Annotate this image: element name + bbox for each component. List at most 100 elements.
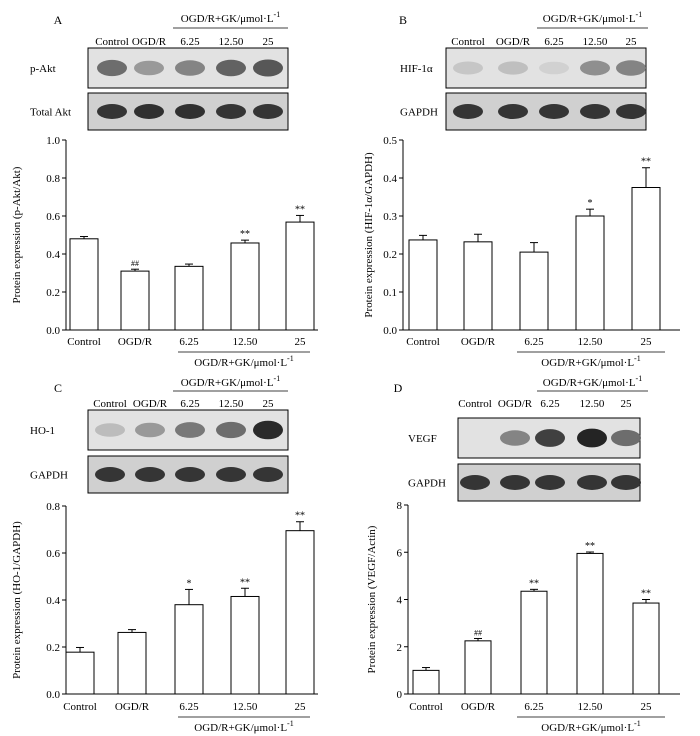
significance-mark: ** bbox=[641, 589, 651, 600]
y-axis-label: Protein expression (p-Akt/Akt) bbox=[11, 166, 23, 303]
significance-mark: ** bbox=[240, 229, 250, 240]
blot-band bbox=[95, 467, 125, 482]
y-tick-label: 0.0 bbox=[46, 325, 60, 337]
bar bbox=[519, 251, 549, 331]
bar bbox=[285, 530, 315, 695]
blot-row bbox=[445, 47, 647, 89]
blot-band bbox=[498, 104, 528, 119]
blot-band bbox=[616, 60, 646, 76]
blot-band bbox=[500, 475, 530, 490]
y-tick-label: 2 bbox=[397, 642, 403, 654]
blot-band bbox=[175, 60, 205, 76]
y-tick-label: 0.2 bbox=[46, 642, 60, 654]
blot-row bbox=[87, 409, 289, 451]
y-tick-label: 8 bbox=[397, 500, 403, 512]
x-tick-label: 6.25 bbox=[179, 701, 199, 713]
y-tick-label: 0.0 bbox=[383, 325, 397, 337]
bar bbox=[65, 651, 95, 695]
blot-band bbox=[134, 104, 164, 119]
significance-mark: ** bbox=[529, 578, 539, 589]
bar bbox=[520, 590, 548, 695]
x-tick-label: 12.50 bbox=[233, 701, 258, 713]
bar bbox=[120, 270, 150, 331]
x-tick-label: 12.50 bbox=[233, 336, 258, 348]
blot-band bbox=[175, 104, 205, 119]
blot-band bbox=[253, 420, 283, 440]
bar bbox=[464, 640, 492, 695]
group-label: OGD/R+GK/μmol·L-1 bbox=[194, 719, 293, 734]
bar bbox=[412, 669, 440, 695]
x-tick-label: 6.25 bbox=[524, 701, 544, 713]
blot-band bbox=[580, 60, 610, 76]
blot-band bbox=[453, 104, 483, 119]
blot-band bbox=[460, 475, 490, 490]
blot-band bbox=[253, 467, 283, 482]
y-tick-label: 0.2 bbox=[46, 287, 60, 299]
y-tick-label: 0.0 bbox=[46, 689, 60, 701]
blot-row bbox=[445, 92, 647, 131]
blot-band bbox=[97, 59, 127, 77]
blot-column-label: 12.50 bbox=[583, 36, 608, 48]
bar bbox=[575, 215, 605, 331]
x-tick-label: 25 bbox=[295, 701, 307, 713]
blot-group-label: OGD/R+GK/μmol·L-1 bbox=[181, 10, 280, 25]
x-tick-label: OGD/R bbox=[118, 336, 153, 348]
blot-band bbox=[539, 61, 569, 75]
blot-band bbox=[535, 429, 565, 447]
y-tick-label: 0.1 bbox=[383, 287, 397, 299]
blot-band bbox=[135, 422, 165, 438]
blot-band bbox=[253, 59, 283, 77]
blot-column-label: 6.25 bbox=[540, 398, 560, 410]
bar-chart: 0 2 4 6 8 Protein expression (VEGF/Actin) Cont… bbox=[366, 500, 680, 734]
blot-band bbox=[134, 60, 164, 76]
blot-band bbox=[500, 430, 530, 446]
blot-column-label: Control bbox=[95, 36, 129, 48]
blot-column-label: OGD/R bbox=[498, 398, 533, 410]
significance-mark: ** bbox=[641, 157, 651, 168]
blot-column-label: OGD/R bbox=[132, 36, 167, 48]
panel-letter: D bbox=[394, 381, 403, 395]
blot-column-label: 6.25 bbox=[180, 36, 200, 48]
blot-group-label: OGD/R+GK/μmol·L-1 bbox=[543, 374, 642, 389]
blot-band bbox=[216, 104, 246, 119]
y-tick-label: 0.8 bbox=[46, 501, 60, 513]
blot-band bbox=[175, 422, 205, 438]
blot-column-label: Control bbox=[93, 398, 127, 410]
group-label: OGD/R+GK/μmol·L-1 bbox=[194, 354, 293, 369]
bar bbox=[230, 595, 260, 695]
blot-column-label: OGD/R bbox=[496, 36, 531, 48]
y-tick-label: 0.8 bbox=[46, 173, 60, 185]
x-tick-label: 6.25 bbox=[179, 336, 199, 348]
x-tick-label: OGD/R bbox=[461, 336, 496, 348]
blot-row bbox=[87, 455, 289, 494]
blot-column-label: 25 bbox=[626, 36, 638, 48]
y-tick-label: 4 bbox=[397, 595, 403, 607]
blot-band bbox=[611, 475, 641, 490]
x-tick-label: Control bbox=[67, 336, 101, 348]
x-tick-label: OGD/R bbox=[115, 701, 150, 713]
blot-column-label: 12.50 bbox=[219, 398, 244, 410]
panel-letter: A bbox=[54, 13, 63, 27]
y-tick-label: 6 bbox=[397, 547, 403, 559]
blot-row bbox=[457, 417, 641, 459]
bar bbox=[285, 221, 315, 331]
x-tick-label: 25 bbox=[295, 336, 307, 348]
y-tick-label: 0.2 bbox=[383, 249, 397, 261]
blot-row bbox=[457, 463, 641, 502]
y-axis-label: Protein expression (HIF-1α/GAPDH) bbox=[363, 152, 375, 318]
significance-mark: * bbox=[187, 578, 192, 589]
significance-mark: * bbox=[588, 198, 593, 209]
significance-mark: ** bbox=[240, 577, 250, 588]
significance-mark: ## bbox=[474, 628, 482, 637]
blot-column-label: 25 bbox=[263, 36, 275, 48]
blot-band bbox=[97, 104, 127, 119]
group-label: OGD/R+GK/μmol·L-1 bbox=[541, 354, 640, 369]
bar bbox=[174, 265, 204, 331]
blot-group-label: OGD/R+GK/μmol·L-1 bbox=[543, 10, 642, 25]
blot-band bbox=[580, 104, 610, 119]
panel-b: B OGD/R+GK/μmol·L-1 Control OGD/R 6.25 12.50 2… bbox=[363, 10, 680, 369]
x-tick-label: 25 bbox=[641, 336, 653, 348]
x-tick-label: Control bbox=[409, 701, 443, 713]
y-tick-label: 0.6 bbox=[46, 211, 60, 223]
